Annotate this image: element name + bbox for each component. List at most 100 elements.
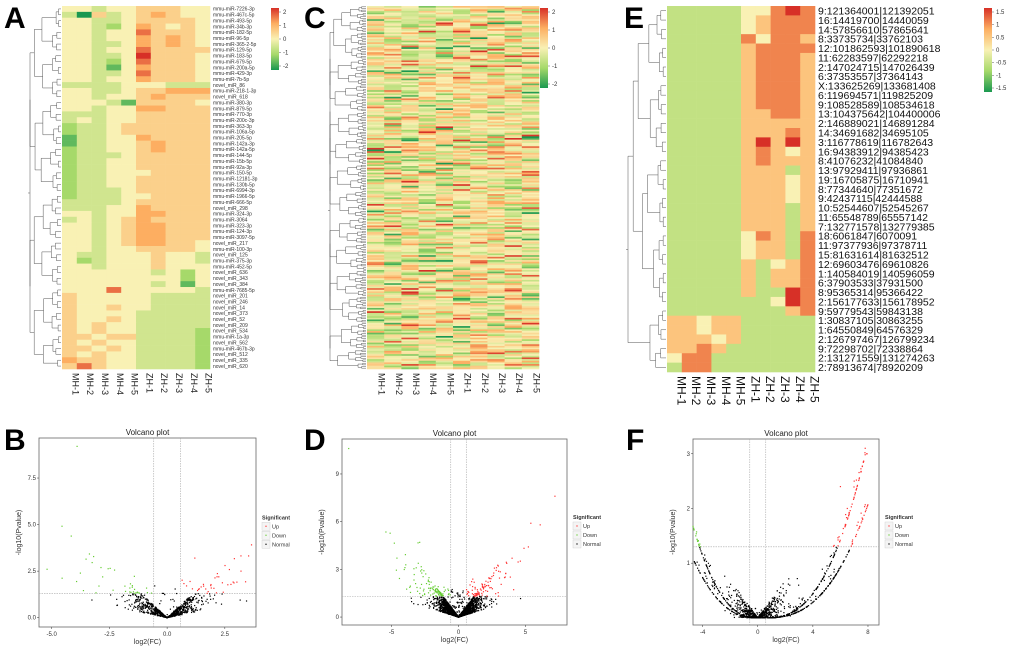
heatmap-cell bbox=[76, 46, 92, 54]
heatmap-cell bbox=[367, 194, 385, 197]
point-normal bbox=[151, 608, 153, 610]
heatmap-cell bbox=[367, 62, 385, 65]
heatmap-cell bbox=[487, 147, 505, 150]
heatmap-cell bbox=[521, 362, 540, 365]
heatmap-cell bbox=[136, 64, 152, 71]
heatmap-cell bbox=[504, 199, 523, 201]
heatmap-cell bbox=[91, 351, 107, 358]
heatmap-cell bbox=[418, 235, 437, 238]
heatmap-cell bbox=[384, 256, 402, 259]
heatmap-cell bbox=[165, 123, 181, 130]
heatmap-cell bbox=[681, 6, 697, 16]
heatmap-cell bbox=[418, 90, 437, 93]
heatmap-cell bbox=[435, 138, 454, 140]
heatmap-cell bbox=[521, 147, 540, 150]
heatmap-cell bbox=[487, 364, 505, 366]
point-normal bbox=[137, 606, 139, 609]
heatmap-cell bbox=[681, 52, 697, 63]
heatmap-cell bbox=[435, 316, 454, 319]
heatmap-cell bbox=[504, 24, 523, 27]
heatmap-cell bbox=[367, 159, 385, 162]
heatmap-cell bbox=[504, 149, 523, 152]
heatmap-cell bbox=[418, 312, 437, 315]
point-up bbox=[206, 592, 208, 594]
heatmap-cell bbox=[487, 114, 505, 117]
point-down bbox=[107, 568, 109, 570]
heatmap-cell bbox=[367, 80, 385, 83]
heatmap-cell bbox=[367, 276, 385, 279]
heatmap-cell bbox=[711, 81, 727, 91]
row-label: 2:156177633|156178952 bbox=[818, 296, 935, 308]
heatmap-cell bbox=[384, 48, 402, 51]
heatmap-cell bbox=[367, 197, 385, 200]
heatmap-cell bbox=[504, 256, 523, 259]
row-label: mmu-miR-879-5p bbox=[213, 106, 252, 112]
dendrogram-branch bbox=[662, 47, 666, 58]
point-normal bbox=[187, 607, 189, 610]
heatmap-cell bbox=[195, 257, 211, 264]
heatmap-cell bbox=[504, 205, 523, 208]
heatmap-cell bbox=[106, 199, 122, 206]
heatmap-cell bbox=[195, 105, 211, 112]
column-label: ZH-3 bbox=[174, 373, 184, 393]
point-up bbox=[207, 591, 209, 593]
heatmap-cell bbox=[62, 339, 78, 346]
heatmap-cell bbox=[504, 319, 523, 322]
dendrogram-branch bbox=[358, 324, 364, 328]
point-normal bbox=[163, 614, 165, 616]
heatmap-cell bbox=[367, 331, 385, 333]
heatmap-cell bbox=[121, 117, 137, 124]
colorbar-tick-label: 1 bbox=[996, 23, 1000, 29]
heatmap-cell bbox=[667, 146, 683, 157]
heatmap-cell bbox=[435, 354, 454, 357]
heatmap-cell bbox=[384, 243, 402, 246]
heatmap-cell bbox=[384, 128, 402, 131]
point-normal bbox=[147, 601, 149, 603]
heatmap-cell bbox=[487, 329, 505, 332]
heatmap-cell bbox=[367, 345, 385, 348]
dendrogram-branch bbox=[360, 155, 366, 158]
heatmap-cell bbox=[453, 15, 471, 18]
point-normal bbox=[410, 597, 412, 599]
heatmap-cell bbox=[401, 39, 419, 41]
heatmap-cell bbox=[384, 238, 402, 241]
heatmap-cell bbox=[470, 17, 488, 20]
point-normal bbox=[144, 611, 146, 614]
column-label: ZH-3 bbox=[497, 373, 507, 393]
heatmap-cell bbox=[401, 167, 419, 170]
heatmap-cell bbox=[487, 154, 505, 157]
dendrogram-branch bbox=[361, 224, 366, 227]
heatmap-cell bbox=[367, 298, 385, 300]
heatmap-cell bbox=[487, 288, 505, 291]
column-label: ZH-1 bbox=[144, 373, 154, 393]
heatmap-cell bbox=[367, 220, 385, 223]
heatmap-cell bbox=[487, 217, 505, 220]
heatmap-cell bbox=[504, 105, 523, 107]
heatmap-cell bbox=[401, 60, 419, 63]
heatmap-cell bbox=[418, 286, 437, 289]
heatmap-cell bbox=[62, 181, 78, 188]
heatmap-cell bbox=[401, 213, 419, 216]
heatmap-cell bbox=[106, 140, 122, 147]
heatmap-cell bbox=[667, 34, 683, 44]
heatmap-cell bbox=[435, 192, 454, 195]
point-normal bbox=[192, 610, 194, 612]
heatmap-cell bbox=[785, 137, 801, 148]
heatmap-cell bbox=[521, 312, 540, 315]
heatmap-cell bbox=[136, 6, 152, 13]
point-normal bbox=[143, 594, 146, 596]
row-label: novel_miR_298 bbox=[213, 206, 248, 212]
heatmap-cell bbox=[453, 136, 471, 139]
heatmap-cell bbox=[770, 165, 786, 176]
point-down bbox=[136, 591, 138, 593]
heatmap-cell bbox=[195, 205, 211, 212]
heatmap-cell bbox=[504, 352, 523, 355]
heatmap-cell bbox=[487, 311, 505, 314]
point-normal bbox=[187, 603, 189, 605]
heatmap-cell bbox=[401, 184, 419, 187]
heatmap-cell bbox=[504, 304, 523, 307]
dendrogram-branch bbox=[362, 184, 366, 187]
heatmap-cell bbox=[384, 345, 402, 348]
heatmap-cell bbox=[384, 45, 402, 48]
heatmap-cell bbox=[453, 90, 471, 93]
